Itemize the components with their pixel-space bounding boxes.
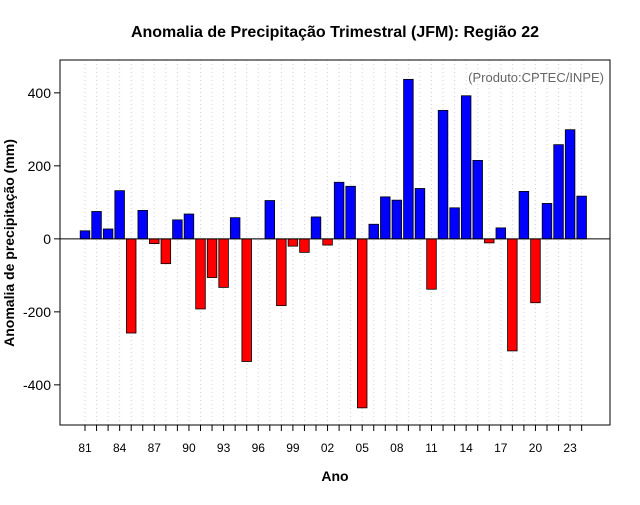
product-credit: (Produto:CPTEC/INPE) <box>468 70 604 85</box>
x-tick-label: 84 <box>113 441 127 455</box>
x-axis: 81 84 87 90 93 96 99 02 05 08 11 14 17 20 23 <box>78 425 581 455</box>
y-tick-label: -400 <box>23 377 51 393</box>
bar-2006 <box>369 224 379 239</box>
x-tick-label: 14 <box>459 441 473 455</box>
bar-2007 <box>381 197 391 239</box>
bar-2020 <box>531 239 541 303</box>
bar-1997 <box>265 201 275 239</box>
x-tick-label: 96 <box>252 441 266 455</box>
bar-2012 <box>438 110 448 238</box>
bar-2017 <box>496 228 506 239</box>
plot-frame <box>60 60 610 425</box>
bar-1981 <box>80 231 90 239</box>
bar-1992 <box>207 239 217 278</box>
x-tick-label: 05 <box>356 441 370 455</box>
bar-2018 <box>508 239 518 351</box>
bar-2004 <box>346 186 356 239</box>
x-tick-label: 17 <box>494 441 508 455</box>
x-tick-label: 11 <box>425 441 438 455</box>
bar-1984 <box>115 191 125 239</box>
bar-1989 <box>173 220 183 239</box>
bar-2019 <box>519 191 529 238</box>
bar-2001 <box>311 217 321 239</box>
x-tick-label: 90 <box>182 441 196 455</box>
bar-1994 <box>230 218 240 239</box>
bar-2021 <box>542 203 552 238</box>
y-tick-label: 200 <box>28 158 52 174</box>
bar-2023 <box>565 130 575 239</box>
x-tick-label: 20 <box>529 441 543 455</box>
bar-1995 <box>242 239 252 362</box>
bar-1993 <box>219 239 229 288</box>
bar-2016 <box>484 239 494 243</box>
bars <box>80 79 586 408</box>
bar-1999 <box>288 239 298 246</box>
x-tick-label: 99 <box>286 441 300 455</box>
bar-2010 <box>415 188 425 238</box>
bar-2014 <box>461 96 471 239</box>
bar-2005 <box>357 239 367 408</box>
bar-2000 <box>300 239 310 253</box>
y-tick-label: 0 <box>43 231 51 247</box>
bar-2022 <box>554 145 564 239</box>
bar-1991 <box>196 239 206 309</box>
y-axis: -400 -200 0 200 400 <box>23 85 60 393</box>
bar-2015 <box>473 160 483 238</box>
x-axis-label: Ano <box>321 468 348 484</box>
bar-2003 <box>334 182 344 239</box>
y-axis-label: Anomalia de precipitação (mm) <box>1 139 17 347</box>
bar-1987 <box>150 239 160 244</box>
x-tick-label: 23 <box>563 441 577 455</box>
bar-2013 <box>450 208 460 239</box>
bar-1990 <box>184 214 194 239</box>
bar-2011 <box>427 239 437 289</box>
x-tick-label: 87 <box>148 441 162 455</box>
bar-1986 <box>138 210 148 238</box>
bar-1985 <box>126 239 136 333</box>
bar-1998 <box>277 239 287 306</box>
bar-2009 <box>404 79 414 239</box>
x-tick-label: 81 <box>78 441 92 455</box>
bar-2008 <box>392 200 402 239</box>
bar-1982 <box>92 211 102 238</box>
chart-title: Anomalia de Precipitação Trimestral (JFM… <box>131 24 539 41</box>
x-tick-label: 93 <box>217 441 231 455</box>
y-tick-label: -200 <box>23 304 51 320</box>
bar-2002 <box>323 239 333 245</box>
x-tick-label: 08 <box>390 441 404 455</box>
x-tick-label: 02 <box>321 441 335 455</box>
bar-1983 <box>103 229 113 239</box>
y-tick-label: 400 <box>28 85 52 101</box>
bar-2024 <box>577 196 587 239</box>
bar-1988 <box>161 239 171 264</box>
